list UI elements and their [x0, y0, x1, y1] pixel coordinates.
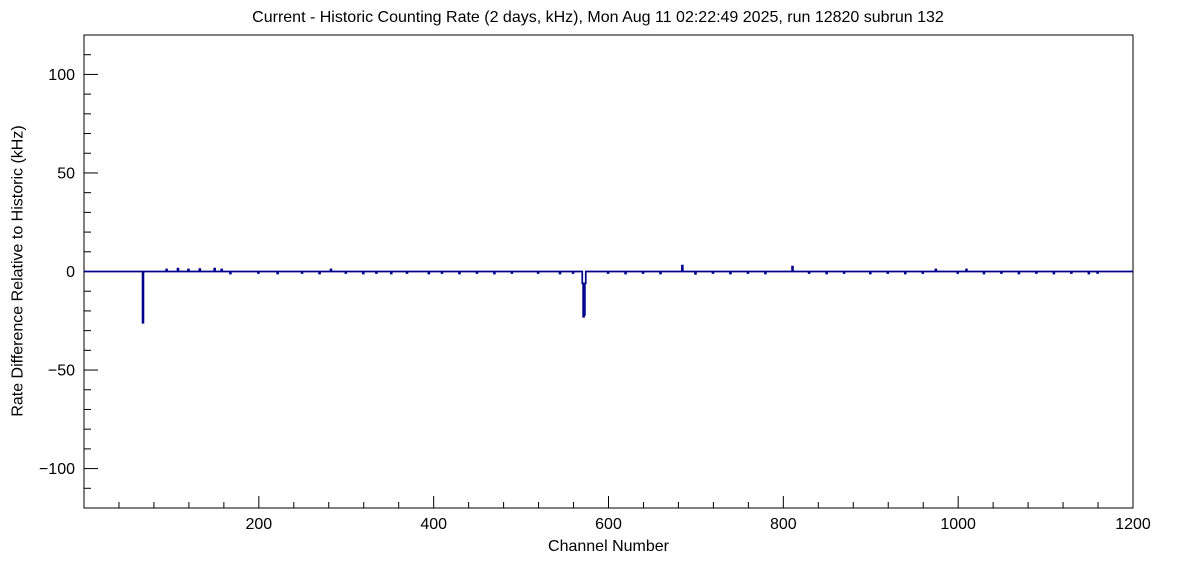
x-tick-label: 1200: [1115, 516, 1151, 533]
x-tick-label: 1000: [940, 516, 976, 533]
y-tick-label: 100: [48, 67, 75, 84]
y-axis-label-wrap: Rate Difference Relative to Historic (kH…: [2, 0, 36, 542]
y-tick-label: −50: [48, 363, 75, 380]
histogram-line: [84, 264, 1133, 324]
y-tick-label: 50: [57, 165, 75, 182]
x-axis-label: Channel Number: [548, 538, 669, 555]
chart-title: Current - Historic Counting Rate (2 days…: [252, 9, 944, 26]
y-tick-label: −100: [39, 461, 75, 478]
x-tick-label: 400: [420, 516, 447, 533]
x-tick-label: 800: [770, 516, 797, 533]
x-tick-label: 200: [245, 516, 272, 533]
x-tick-label: 600: [595, 516, 622, 533]
y-axis-label: Rate Difference Relative to Historic (kH…: [10, 125, 28, 417]
y-tick-label: 0: [66, 264, 75, 281]
